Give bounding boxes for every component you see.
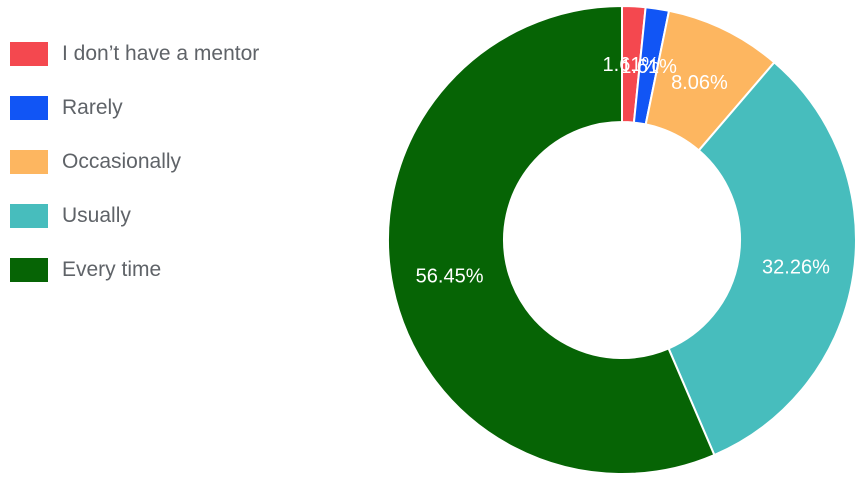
legend-item-no-mentor[interactable]: I don’t have a mentor xyxy=(10,26,330,81)
donut-slice-labels: 1.61%1.61%8.06%32.26%56.45% xyxy=(416,54,830,287)
legend-swatch xyxy=(10,258,48,282)
slice-occasionally-label: 8.06% xyxy=(671,72,728,94)
legend-label: Rarely xyxy=(62,96,123,119)
slice-usually[interactable] xyxy=(667,60,857,457)
legend-label: Usually xyxy=(62,204,131,227)
slice-usually-label: 32.26% xyxy=(762,257,830,279)
legend-swatch xyxy=(10,41,48,66)
legend-item-rarely[interactable]: Rarely xyxy=(10,81,330,135)
legend-label: Every time xyxy=(62,258,162,281)
slice-no-mentor-label: 1.61% xyxy=(603,54,660,76)
donut-slices xyxy=(387,4,857,475)
legend-item-occasionally[interactable]: Occasionally xyxy=(10,135,330,189)
legend-swatch xyxy=(10,96,48,120)
legend-item-usually[interactable]: Usually xyxy=(10,189,330,243)
slice-every-time[interactable] xyxy=(387,4,716,475)
chart-legend: I don’t have a mentor Rarely Occasionall… xyxy=(10,26,330,297)
slice-rarely-label: 1.61% xyxy=(620,56,677,78)
legend-label: Occasionally xyxy=(62,150,182,173)
legend-swatch xyxy=(10,150,48,174)
slice-every-time-label: 56.45% xyxy=(416,265,484,287)
legend-label: I don’t have a mentor xyxy=(62,41,260,65)
legend-item-every-time[interactable]: Every time xyxy=(10,243,330,297)
legend-swatch xyxy=(10,204,48,228)
